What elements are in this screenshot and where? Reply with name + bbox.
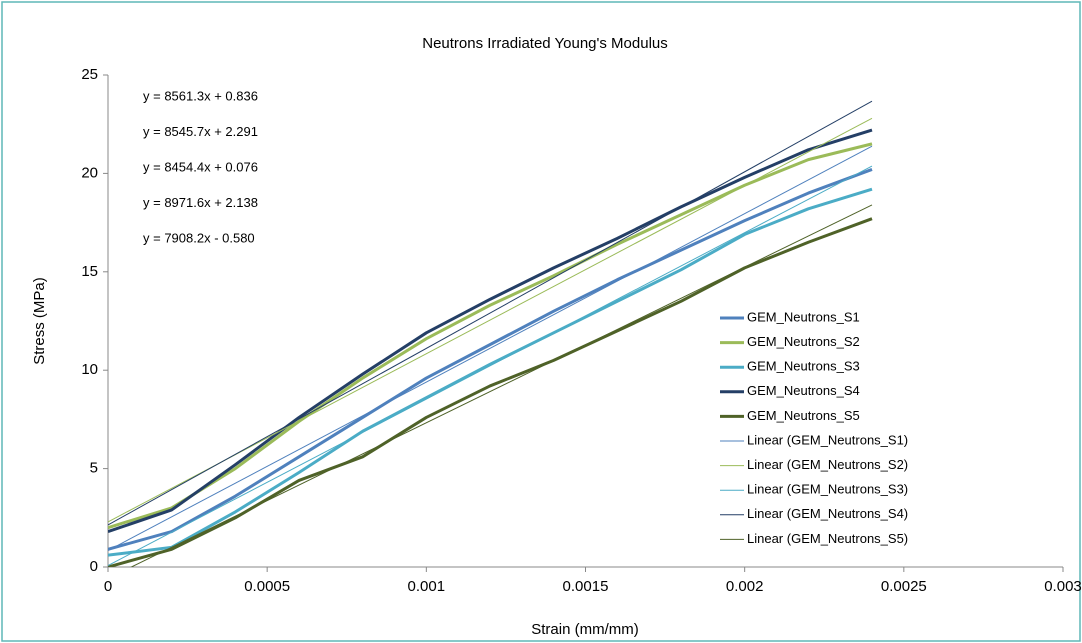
trend-line [108, 100, 873, 526]
legend-label: Linear (GEM_Neutrons_S1) [747, 432, 908, 447]
legend-label: GEM_Neutrons_S4 [747, 383, 860, 398]
data-line [108, 128, 873, 533]
y-tick-label: 0 [90, 558, 98, 575]
y-tick-label: 15 [81, 263, 98, 280]
equation: y = 8454.4x + 0.076 [143, 159, 258, 174]
x-tick-label: 0.0025 [881, 578, 927, 595]
legend-label: GEM_Neutrons_S1 [747, 309, 860, 324]
y-axis-label: Stress (MPa) [31, 277, 48, 365]
data-line [108, 217, 873, 567]
equation: y = 8971.6x + 2.138 [143, 195, 258, 210]
equation: y = 8561.3x + 0.836 [143, 88, 258, 103]
data-line [108, 187, 873, 557]
equation: y = 8545.7x + 2.291 [143, 124, 258, 139]
legend-label: GEM_Neutrons_S5 [747, 408, 860, 423]
y-tick-label: 25 [81, 66, 98, 83]
x-tick-label: 0.002 [726, 578, 764, 595]
y-tick-label: 20 [81, 164, 98, 181]
x-tick-label: 0 [104, 578, 112, 595]
x-tick-label: 0.0015 [563, 578, 609, 595]
legend-label: GEM_Neutrons_S2 [747, 334, 860, 349]
legend-label: Linear (GEM_Neutrons_S3) [747, 482, 908, 497]
y-tick-label: 10 [81, 361, 98, 378]
trend-line [108, 145, 873, 551]
x-tick-label: 0.0005 [244, 578, 290, 595]
legend-label: GEM_Neutrons_S3 [747, 359, 860, 374]
equation: y = 7908.2x - 0.580 [143, 230, 255, 245]
y-tick-label: 5 [90, 460, 98, 477]
trend-line [130, 204, 873, 567]
trend-line [108, 165, 873, 566]
x-tick-label: 0.003 [1044, 578, 1082, 595]
legend-label: Linear (GEM_Neutrons_S5) [747, 531, 908, 546]
chart-title: Neutrons Irradiated Young's Modulus [422, 35, 668, 52]
x-tick-label: 0.001 [408, 578, 446, 595]
legend-label: Linear (GEM_Neutrons_S4) [747, 506, 908, 521]
legend-label: Linear (GEM_Neutrons_S2) [747, 457, 908, 472]
data-line [108, 168, 873, 551]
x-axis-label: Strain (mm/mm) [531, 621, 639, 638]
